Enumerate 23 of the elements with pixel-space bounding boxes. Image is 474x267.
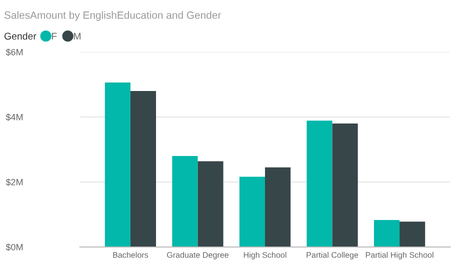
bar	[239, 176, 265, 247]
legend-label: M	[74, 32, 80, 40]
y-tick-label: $4M	[6, 114, 23, 121]
x-tick-label: Partial College	[306, 252, 358, 260]
bar	[104, 82, 130, 247]
x-tick-label: Graduate Degree	[167, 252, 228, 260]
y-tick-label: $0M	[6, 244, 23, 251]
y-tick-label: $2M	[6, 178, 23, 186]
y-tick-label: $6M	[6, 48, 23, 56]
bar	[198, 161, 224, 247]
bar	[172, 156, 198, 247]
bar	[400, 222, 426, 247]
x-tick-label: Partial High School	[366, 252, 434, 260]
legend-title: Gender	[4, 32, 36, 40]
x-tick-label: Bachelors	[113, 252, 148, 258]
legend-label: F	[52, 32, 57, 40]
bar	[130, 91, 156, 247]
bar	[265, 167, 291, 247]
chart-title: SalesAmount by EnglishEducation and Gender	[4, 11, 221, 21]
bar	[332, 124, 358, 247]
bar	[306, 120, 332, 247]
x-tick-label: High School	[244, 252, 286, 260]
bar	[374, 220, 400, 247]
